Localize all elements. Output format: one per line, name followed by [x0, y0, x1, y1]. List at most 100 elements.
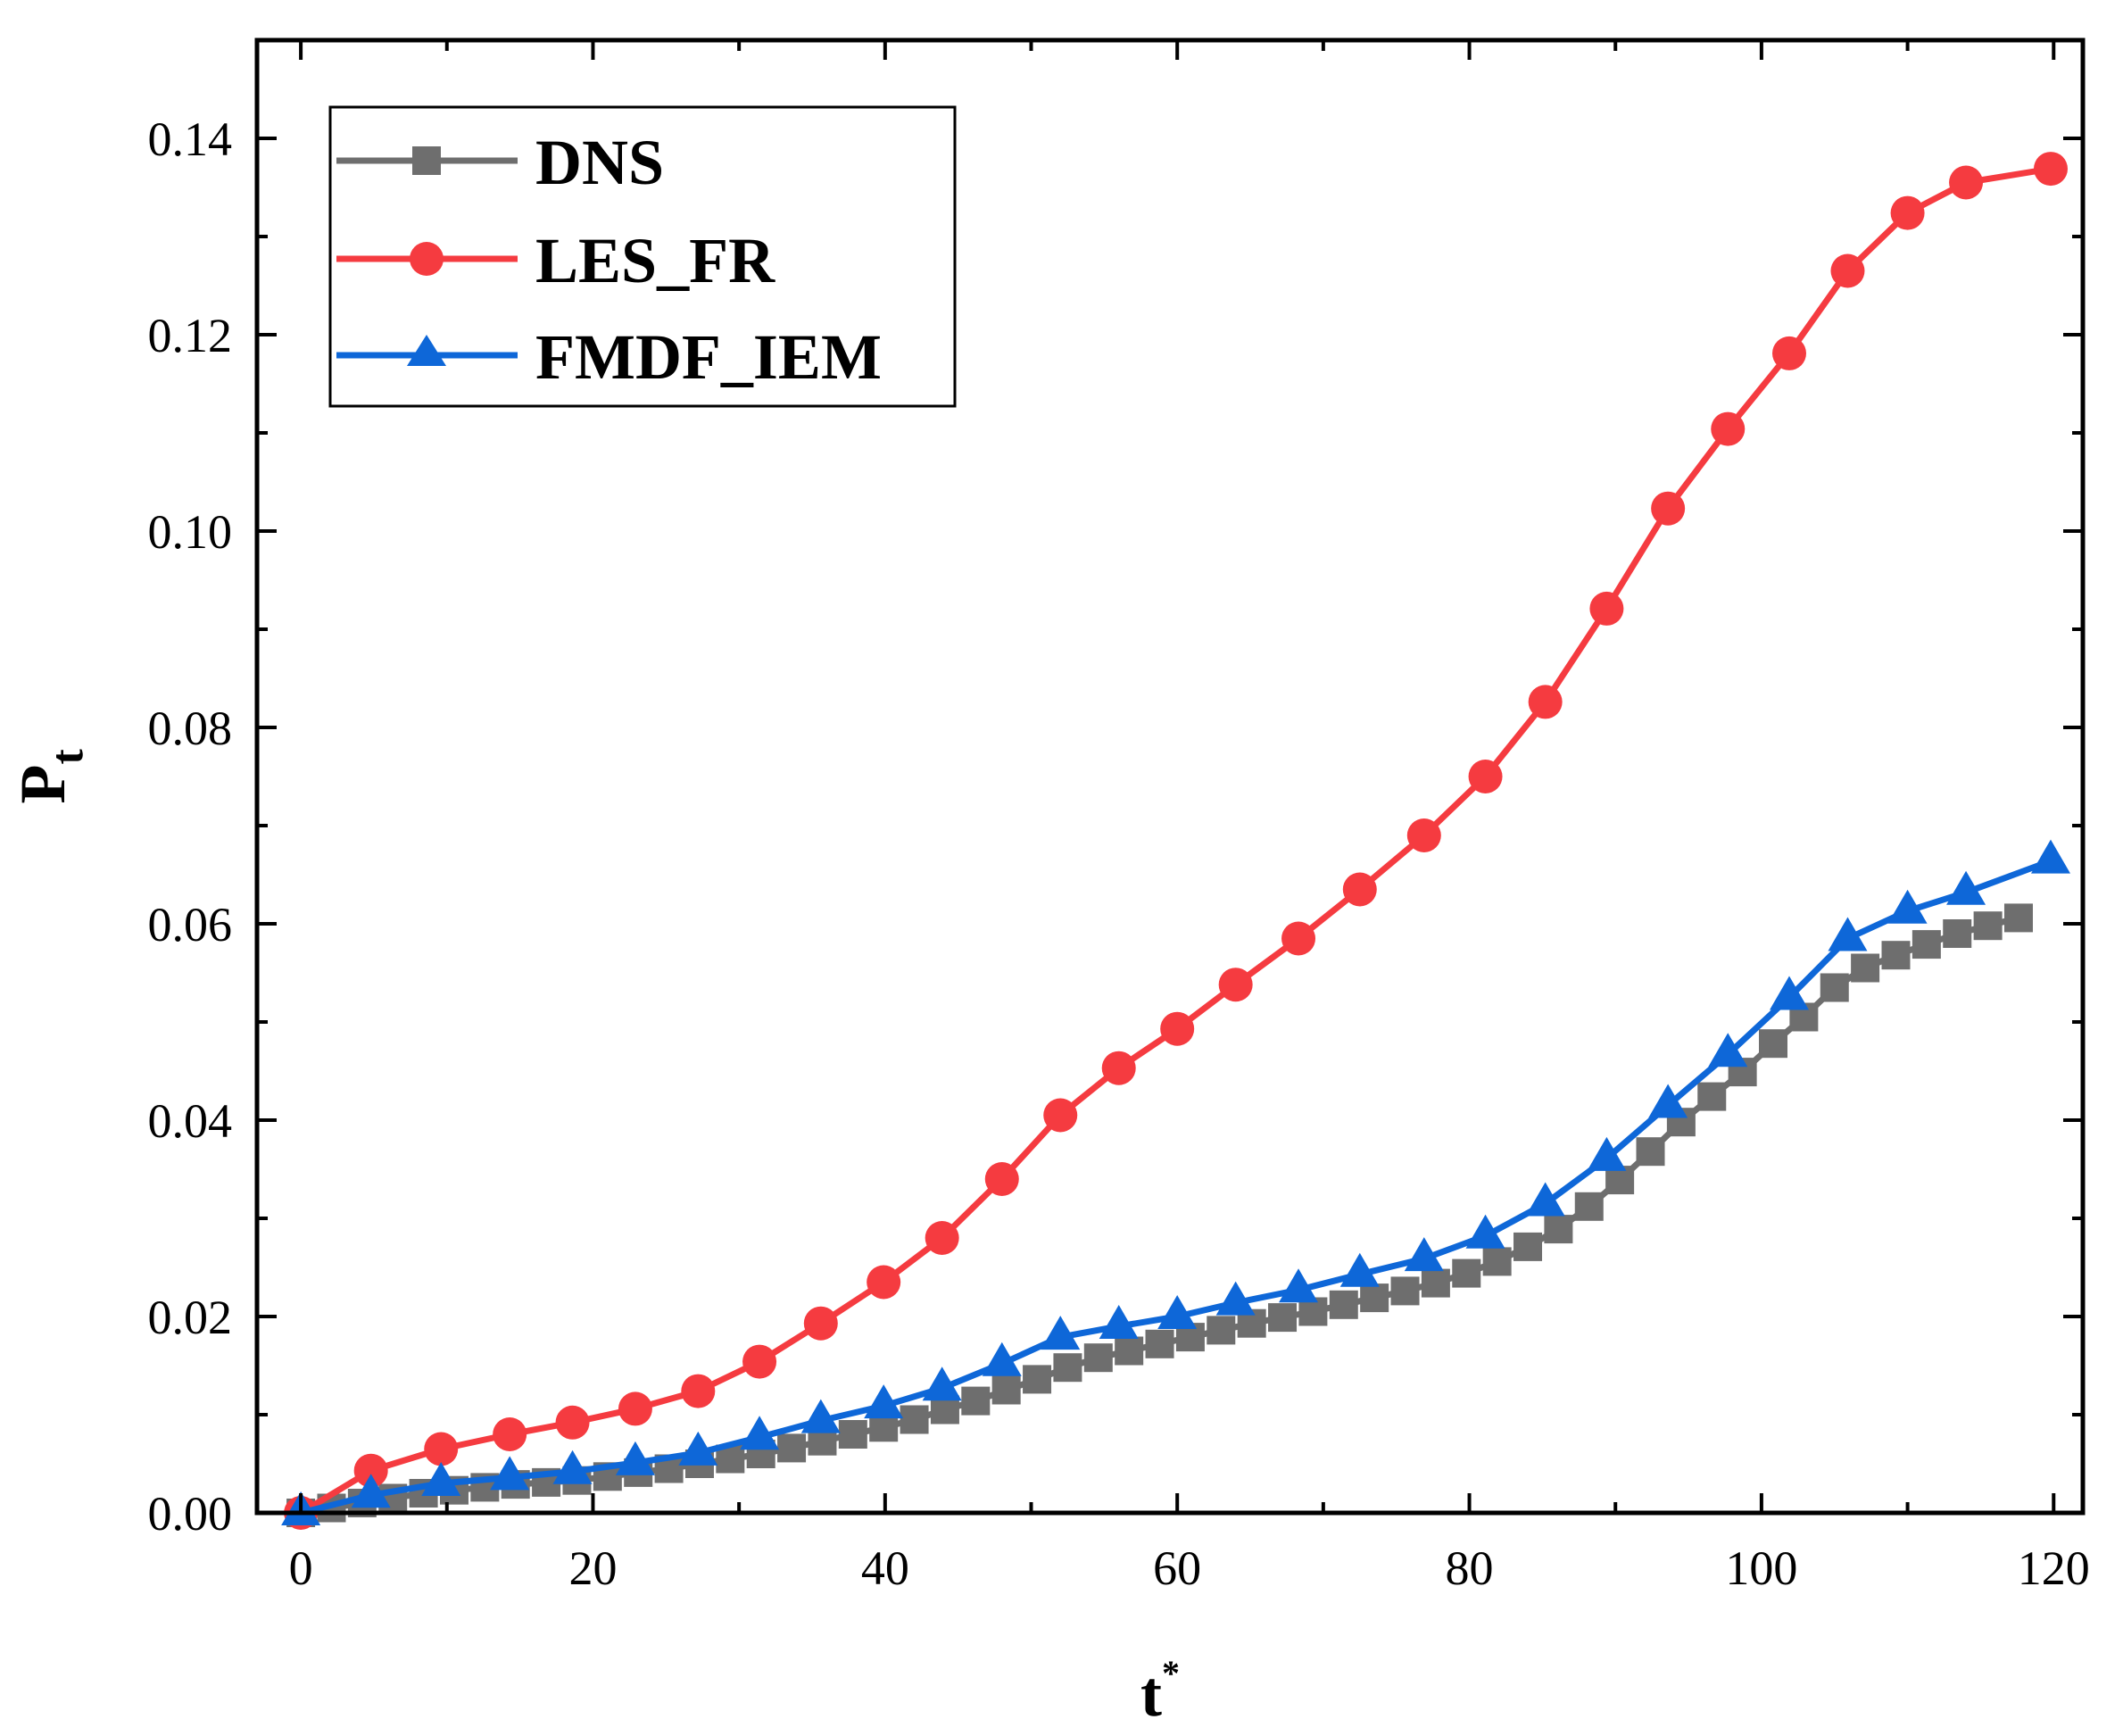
data-point-dns: [1115, 1336, 1144, 1366]
data-point-dns: [838, 1420, 867, 1449]
data-point-fmdf-iem: [1099, 1305, 1139, 1339]
data-point-fmdf-iem: [1828, 917, 1868, 951]
data-point-fmdf-iem: [1465, 1214, 1505, 1249]
data-point-dns: [1697, 1082, 1727, 1111]
data-point-les-fr: [424, 1432, 459, 1466]
data-point-fmdf-iem: [1587, 1136, 1627, 1171]
y-tick-label: 0.10: [148, 505, 233, 559]
data-point-les-fr: [1468, 760, 1503, 793]
data-point-dns: [1820, 973, 1849, 1002]
data-point-fmdf-iem: [421, 1462, 461, 1496]
data-point-dns: [2003, 903, 2033, 933]
data-point-dns: [777, 1433, 807, 1463]
data-point-les-fr: [1160, 1011, 1195, 1046]
series-layer: [281, 152, 2070, 1530]
data-point-dns: [1145, 1329, 1174, 1358]
data-point-dns: [1053, 1353, 1082, 1383]
data-point-fmdf-iem: [1525, 1182, 1565, 1217]
x-tick-label: 0: [289, 1541, 313, 1595]
ticks-layer: 0 20 40 60 80 100 120 0.00 0.02 0.04 0.06 0.08 0.10 0…: [148, 38, 2090, 1595]
data-point-fmdf-iem: [1708, 1033, 1748, 1067]
data-point-les-fr: [1949, 165, 1984, 200]
data-point-fmdf-iem: [1041, 1316, 1081, 1350]
legend-item-dns: DNS: [336, 127, 664, 198]
data-point-dns: [1544, 1215, 1573, 1244]
data-point-fmdf-iem: [678, 1431, 718, 1466]
data-point-fmdf-iem: [1648, 1084, 1688, 1118]
data-point-les-fr: [681, 1374, 716, 1408]
data-point-fmdf-iem: [1215, 1281, 1256, 1316]
data-point-les-fr: [867, 1265, 901, 1300]
data-point-les-fr: [618, 1391, 652, 1426]
y-axis-title-sub: t: [42, 749, 93, 765]
y-tick-label: 0.02: [148, 1291, 233, 1344]
x-tick-label: 20: [568, 1541, 617, 1595]
data-point-dns: [1912, 930, 1941, 959]
data-point-dns: [1482, 1247, 1512, 1276]
y-axis-title: Pt: [7, 749, 93, 804]
data-point-fmdf-iem: [351, 1474, 391, 1508]
data-point-les-fr: [1651, 491, 1686, 526]
data-point-dns: [1758, 1029, 1787, 1059]
data-point-fmdf-iem: [552, 1449, 593, 1484]
series-dns: [286, 903, 2033, 1527]
data-point-les-fr: [1281, 921, 1316, 956]
data-point-les-fr: [1589, 591, 1624, 626]
data-point-fmdf-iem: [1404, 1237, 1444, 1272]
legend-label-les-fr: LES_FR: [535, 225, 775, 296]
data-point-les-fr: [1830, 253, 1865, 288]
data-point-fmdf-iem: [1946, 870, 1986, 905]
data-point-dns: [1360, 1283, 1389, 1313]
data-point-fmdf-iem: [1279, 1268, 1319, 1303]
data-point-fmdf-iem: [922, 1366, 962, 1401]
data-point-dns: [1851, 953, 1880, 983]
data-point-dns: [1329, 1290, 1358, 1319]
data-point-dns: [1421, 1268, 1450, 1298]
data-point-dns: [1390, 1276, 1420, 1306]
legend-marker-fmdf-iem: [407, 335, 446, 366]
x-tick-label: 60: [1153, 1541, 1201, 1595]
x-tick-label: 100: [1725, 1541, 1797, 1595]
data-point-fmdf-iem: [740, 1416, 780, 1450]
x-axis-title: t*: [1140, 1653, 1180, 1730]
y-tick-label: 0.06: [148, 898, 233, 951]
x-tick-label: 40: [861, 1541, 909, 1595]
y-tick-label: 0.08: [148, 702, 233, 755]
data-point-fmdf-iem: [864, 1384, 904, 1419]
legend-marker-dns: [412, 146, 441, 175]
data-point-fmdf-iem: [1887, 889, 1928, 924]
y-axis-title-main: P: [7, 765, 79, 804]
data-point-dns: [1023, 1365, 1052, 1394]
legend-marker-les-fr: [410, 242, 444, 276]
x-axis-title-sup: *: [1162, 1653, 1180, 1693]
data-point-les-fr: [493, 1417, 527, 1451]
plot-area: [281, 152, 2070, 1530]
data-point-fmdf-iem: [2030, 839, 2070, 874]
data-point-les-fr: [1406, 818, 1441, 852]
data-point-les-fr: [1528, 685, 1563, 719]
data-point-les-fr: [803, 1306, 838, 1341]
data-point-dns: [1207, 1316, 1236, 1345]
legend-label-fmdf-iem: FMDF_IEM: [535, 321, 882, 393]
data-point-les-fr: [1890, 195, 1925, 230]
data-point-les-fr: [984, 1162, 1019, 1196]
data-point-les-fr: [353, 1453, 388, 1488]
legend-item-fmdf-iem: FMDF_IEM: [336, 321, 882, 393]
data-point-dns: [1973, 911, 2003, 941]
data-point-dns: [961, 1386, 991, 1416]
data-point-les-fr: [925, 1221, 959, 1255]
data-point-fmdf-iem: [1339, 1252, 1380, 1287]
data-point-dns: [900, 1405, 929, 1434]
data-point-dns: [1943, 919, 1972, 948]
y-tick-label: 0.14: [148, 112, 233, 166]
data-point-les-fr: [2033, 152, 2068, 187]
y-tick-label: 0.12: [148, 309, 233, 362]
data-point-les-fr: [1043, 1098, 1078, 1133]
data-point-les-fr: [1711, 411, 1746, 446]
data-point-fmdf-iem: [490, 1456, 530, 1491]
plot-frame: [254, 37, 2086, 1516]
data-point-fmdf-iem: [1770, 976, 1810, 1010]
x-axis-title-main: t: [1140, 1658, 1162, 1730]
data-point-fmdf-iem: [615, 1441, 655, 1475]
data-point-dns: [1513, 1232, 1543, 1261]
